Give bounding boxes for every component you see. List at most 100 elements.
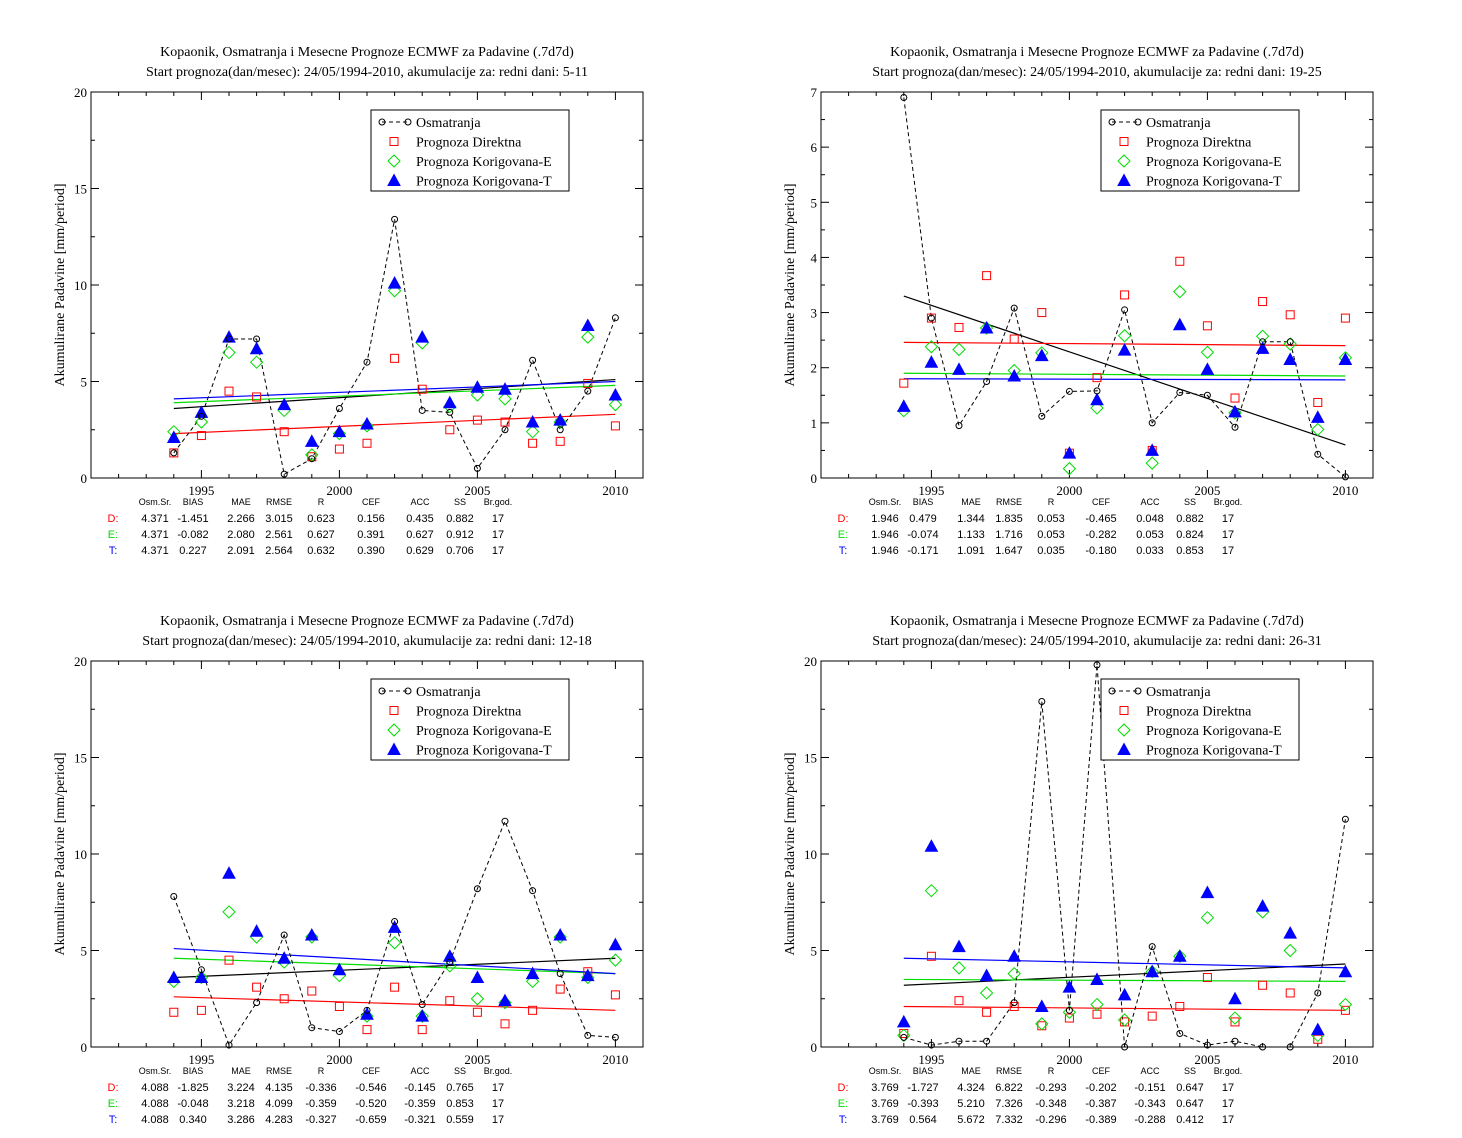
point-direktna xyxy=(583,378,593,388)
stats-value: 0.647 xyxy=(1176,1082,1204,1094)
x-tick-label: 2005 xyxy=(1194,483,1220,498)
chart-subtitle: Start prognoza(dan/mesec): 24/05/1994-20… xyxy=(872,634,1321,649)
point-korigovana-t xyxy=(166,970,181,984)
stats-value: -0.336 xyxy=(305,1082,336,1094)
point-korigovana-t xyxy=(1007,949,1022,962)
point-direktna xyxy=(982,271,992,281)
stats-value: 4.371 xyxy=(141,513,169,525)
point-direktna xyxy=(926,951,936,961)
stats-value: -0.359 xyxy=(305,1098,336,1110)
point-korigovana-e xyxy=(470,388,485,402)
stats-value: 0.156 xyxy=(357,513,385,525)
legend-marker-osmatranja xyxy=(404,118,412,126)
point-osmatranja xyxy=(983,378,991,385)
point-osmatranja xyxy=(473,885,481,893)
stats-header: ACC xyxy=(410,497,430,507)
point-korigovana-e xyxy=(525,424,540,439)
stats-value: 0.882 xyxy=(1176,513,1204,525)
point-direktna xyxy=(1037,1021,1047,1031)
stats-value: 1.091 xyxy=(957,545,985,557)
point-korigovana-t xyxy=(304,928,319,941)
legend-marker-korigovana-e xyxy=(1117,723,1131,737)
point-osmatranja xyxy=(391,215,399,223)
point-direktna xyxy=(196,1005,206,1015)
stats-value: -0.296 xyxy=(1035,1114,1066,1126)
point-direktna xyxy=(334,444,344,454)
legend-box xyxy=(370,109,570,192)
point-direktna xyxy=(169,1007,179,1017)
stats-value: -0.202 xyxy=(1085,1082,1116,1094)
chart-title: Kopaonik, Osmatranja i Mesecne Prognoze … xyxy=(160,614,574,629)
point-korigovana-t xyxy=(277,951,292,964)
point-korigovana-t xyxy=(1117,343,1132,356)
point-osmatranja xyxy=(1203,1041,1211,1049)
point-korigovana-t xyxy=(580,318,595,332)
stats-value: 0.053 xyxy=(1037,529,1065,541)
stats-value: 6.822 xyxy=(995,1082,1023,1094)
stats-value: 1.946 xyxy=(871,513,899,525)
stats-row-label: E: xyxy=(108,529,118,541)
point-korigovana-t xyxy=(277,397,292,411)
stats-row-label: T: xyxy=(839,1114,848,1126)
stats-value: 5.210 xyxy=(957,1098,985,1110)
stats-value: 4.371 xyxy=(141,545,169,557)
point-direktna xyxy=(1120,290,1130,300)
point-korigovana-e xyxy=(498,995,512,1010)
point-osmatranja xyxy=(1065,387,1073,395)
point-osmatranja xyxy=(1038,698,1046,706)
legend-marker-osmatranja xyxy=(1134,118,1142,126)
legend-marker-korigovana-e xyxy=(387,723,401,737)
point-osmatranja xyxy=(1148,419,1156,427)
y-tick-label: 0 xyxy=(81,1040,88,1055)
stats-value: 0.853 xyxy=(1176,545,1204,557)
stats-header: SS xyxy=(1184,497,1196,507)
y-tick-label: 5 xyxy=(81,375,88,390)
series-line-osmatranja xyxy=(173,219,616,475)
legend-label-direktna: Prognoza Direktna xyxy=(1146,136,1252,151)
point-korigovana-e xyxy=(387,936,402,950)
stats-row-label: E: xyxy=(108,1098,118,1110)
stats-value: 17 xyxy=(1222,513,1234,525)
point-korigovana-t xyxy=(1228,404,1242,418)
legend-label-korigovana-e: Prognoza Korigovana-E xyxy=(1146,155,1282,170)
point-osmatranja xyxy=(363,1006,371,1014)
legend-marker-korigovana-t xyxy=(1117,742,1131,755)
point-osmatranja xyxy=(253,335,261,343)
stats-header: CEF xyxy=(1092,497,1111,507)
point-korigovana-t xyxy=(415,330,430,343)
point-osmatranja xyxy=(446,408,454,416)
point-direktna xyxy=(1120,1017,1130,1027)
point-korigovana-t xyxy=(525,966,540,980)
stats-row-label: D: xyxy=(838,1082,849,1094)
point-direktna xyxy=(1064,1013,1074,1023)
stats-value: 1.946 xyxy=(871,529,899,541)
stats-value: 1.716 xyxy=(995,529,1023,541)
y-axis-label: Akumulirane Padavine [mm/period] xyxy=(783,753,798,956)
y-tick-label: 15 xyxy=(74,751,87,766)
stats-row-label: D: xyxy=(108,1082,119,1094)
stats-header: ACC xyxy=(1140,497,1160,507)
point-osmatranja xyxy=(1286,1043,1294,1051)
point-korigovana-t xyxy=(360,416,374,430)
point-direktna xyxy=(1175,256,1185,266)
point-direktna xyxy=(279,994,289,1004)
trend-line-direktna xyxy=(173,413,616,435)
point-osmatranja xyxy=(900,1033,908,1041)
point-osmatranja xyxy=(280,470,288,478)
stats-value: 0.227 xyxy=(179,545,207,557)
trend-line-direktna xyxy=(903,1005,1346,1011)
point-osmatranja xyxy=(280,931,288,939)
point-osmatranja xyxy=(529,887,537,895)
point-direktna xyxy=(417,384,427,394)
point-korigovana-e xyxy=(1117,1013,1132,1027)
point-korigovana-t xyxy=(498,382,512,395)
point-direktna xyxy=(555,436,565,446)
stats-header: BIAS xyxy=(183,1066,204,1076)
trend-line-korigovana-t xyxy=(173,380,616,400)
point-korigovana-t xyxy=(580,968,595,982)
point-korigovana-e xyxy=(249,355,264,369)
stats-value: 0.048 xyxy=(1136,513,1164,525)
y-tick-label: 0 xyxy=(811,471,818,486)
point-direktna xyxy=(279,427,289,437)
stats-value: 3.286 xyxy=(227,1114,255,1126)
